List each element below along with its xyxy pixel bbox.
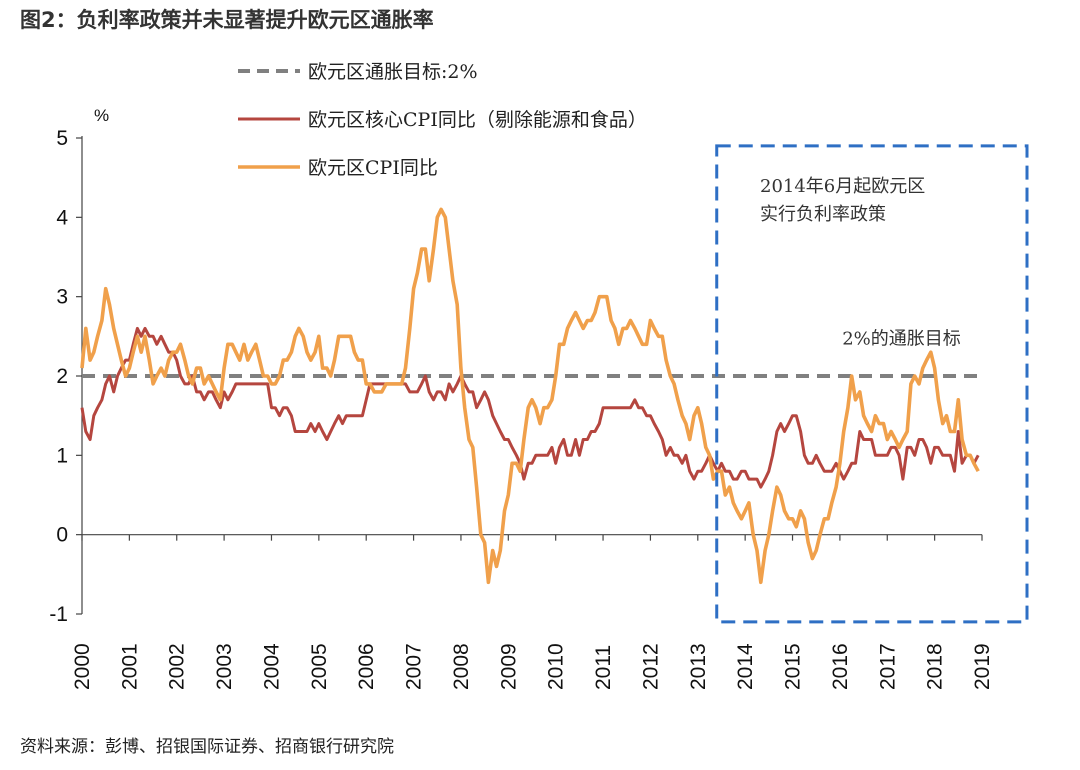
x-tick-label: 2018 [924,643,947,690]
x-tick-label: 2003 [213,643,236,690]
y-tick-label: 1 [56,444,68,467]
legend-cpi-label: 欧元区CPI同比 [308,157,438,179]
legend-target-label: 欧元区通胀目标:2% [308,61,478,83]
source-note: 资料来源：彭博、招银国际证券、招商银行研究院 [20,737,394,757]
x-tick-label: 2017 [876,643,899,690]
y-axis-unit: % [94,106,109,125]
x-tick-label: 2011 [592,645,615,690]
policy-annotation-line2: 实行负利率政策 [760,204,886,225]
cpi-line [80,207,980,585]
x-tick-label: 2004 [260,643,283,690]
x-tick-label: 2019 [971,643,994,690]
x-tick-label: 2013 [687,643,710,690]
x-tick-label: 2007 [403,643,426,690]
y-tick-label: 3 [56,286,68,309]
legend-core-label: 欧元区核心CPI同比（剔除能源和食品） [308,109,647,131]
y-tick-label: 2 [56,365,68,388]
x-tick-label: 2000 [71,643,94,690]
y-tick-label: 4 [56,206,68,229]
x-tick-label: 2002 [166,643,189,690]
x-tick-label: 2012 [639,643,662,690]
y-tick-label: 0 [56,524,68,547]
policy-annotation-line1: 2014年6月起欧元区 [760,176,925,197]
x-tick-label: 2009 [497,643,520,690]
policy-period-box [715,144,1029,624]
x-tick-label: 2005 [308,643,331,690]
x-tick-label: 2014 [734,643,757,690]
x-tick-label: 2016 [829,643,852,690]
x-tick-label: 2008 [450,643,473,690]
x-tick-label: 2006 [355,643,378,690]
core-cpi-line [80,326,980,489]
y-tick-label: 5 [56,127,68,150]
x-tick-label: 2001 [118,643,141,690]
target-annotation: 2%的通胀目标 [842,328,961,349]
y-tick-label: -1 [49,603,68,626]
figure-title: 图2：负利率政策并未显著提升欧元区通胀率 [20,8,434,32]
x-tick-label: 2010 [545,643,568,690]
x-tick-label: 2015 [782,643,805,690]
